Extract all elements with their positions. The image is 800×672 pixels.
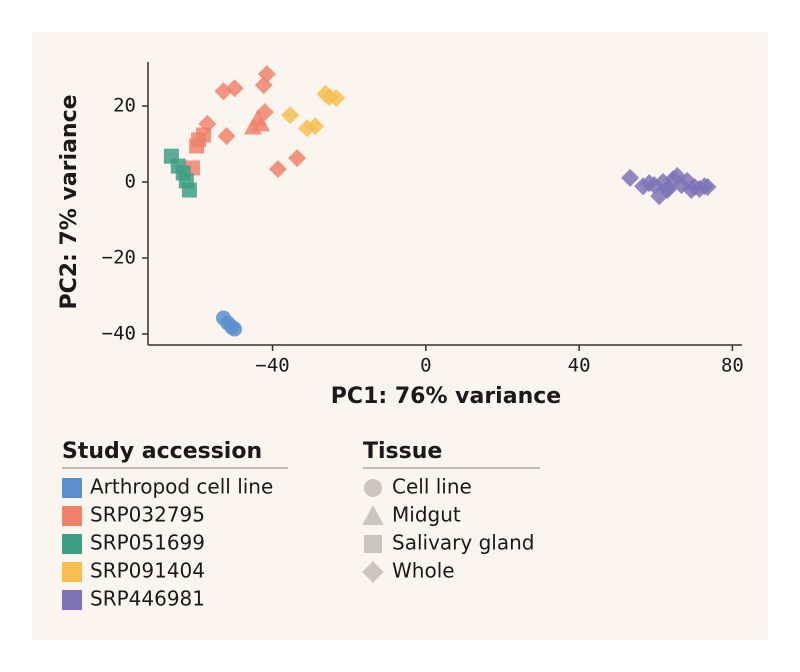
point: [254, 76, 273, 95]
shape-legend-symbol: [364, 479, 382, 497]
y-tick-label: −40: [102, 322, 136, 344]
shape-legend-label: Cell line: [392, 475, 472, 499]
shape-legend-symbol: [362, 505, 384, 525]
point: [181, 182, 197, 198]
legend-label: SRP032795: [90, 503, 205, 527]
point: [621, 168, 640, 187]
y-axis-title: PC2: 7% variance: [57, 94, 82, 309]
x-tick-label: 80: [721, 355, 744, 377]
legend-label: SRP091404: [90, 559, 205, 583]
legend-title: Study accession: [62, 439, 262, 464]
point: [225, 79, 244, 98]
y-tick-label: 20: [113, 95, 136, 117]
x-tick-label: 40: [568, 355, 591, 377]
panel: [32, 32, 768, 640]
point: [306, 117, 325, 136]
shape-legend-symbol: [364, 535, 382, 553]
point: [298, 119, 317, 138]
point: [658, 181, 677, 200]
legend-label: SRP446981: [90, 587, 205, 611]
point: [217, 127, 236, 146]
point: [268, 160, 287, 179]
point: [288, 149, 307, 168]
legend-swatch: [62, 562, 82, 582]
shape-legend-label: Whole: [392, 559, 455, 583]
legend-swatch: [62, 506, 82, 526]
x-tick-label: −40: [255, 355, 289, 377]
point: [227, 321, 243, 337]
legend-label: Arthropod cell line: [90, 475, 273, 499]
y-tick-label: −20: [102, 247, 136, 269]
y-tick-label: 0: [125, 171, 136, 193]
point: [248, 109, 267, 126]
legend-swatch: [62, 534, 82, 554]
point: [281, 106, 300, 125]
x-axis-title: PC1: 76% variance: [331, 384, 561, 409]
shape-legend-label: Midgut: [392, 503, 461, 527]
point: [698, 177, 717, 196]
x-tick-label: 0: [420, 355, 431, 377]
shape-legend-symbol: [362, 561, 384, 583]
shape-legend-label: Salivary gland: [392, 531, 534, 555]
legend-label: SRP051699: [90, 531, 205, 555]
shape-legend-title: Tissue: [363, 439, 442, 464]
legend-swatch: [62, 590, 82, 610]
point: [191, 132, 207, 148]
legend-swatch: [62, 478, 82, 498]
point: [327, 89, 346, 108]
